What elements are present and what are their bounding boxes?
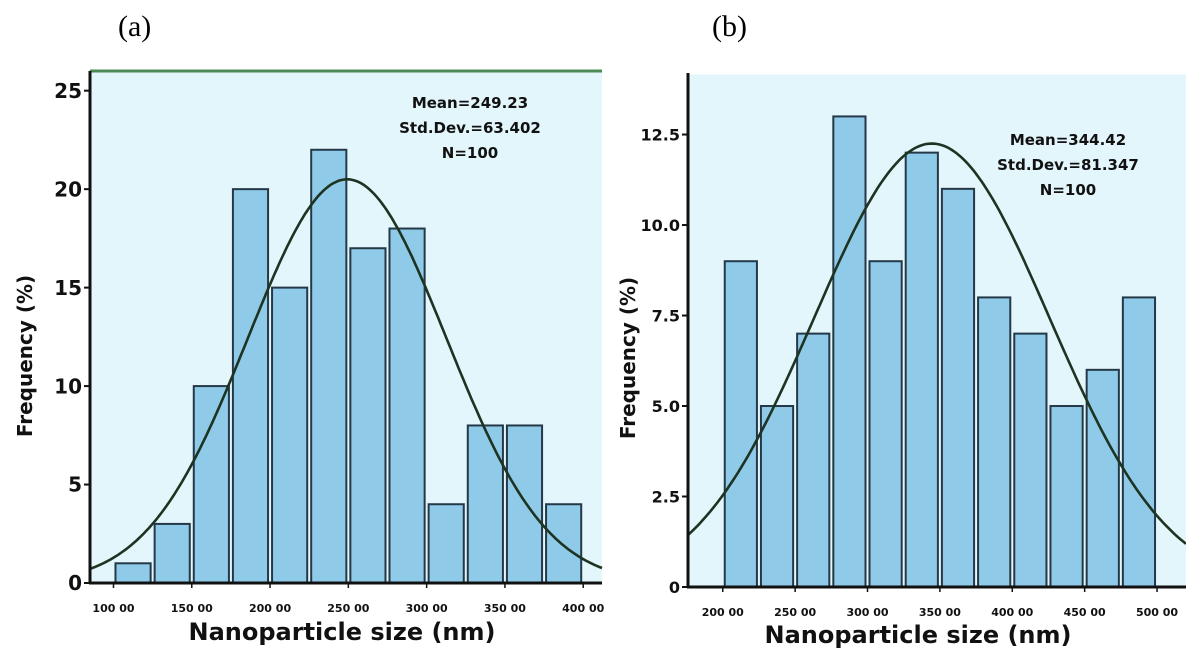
normal-distribution-curve [89, 178, 603, 571]
y-tick-label: 12.5 [641, 125, 680, 144]
histogram-bar [545, 503, 583, 585]
y-tick-label: 0 [669, 578, 680, 597]
statistics-annotation: Mean=344.42 [1010, 131, 1126, 149]
statistics-annotation: Std.Dev.=81.347 [997, 156, 1139, 174]
y-axis-label: Frequency (%) [616, 277, 640, 439]
histogram-bar [231, 188, 270, 584]
histogram-bar [832, 115, 867, 589]
statistics-annotation: Mean=249.23 [412, 94, 528, 112]
x-tick-label: 200 00 [702, 606, 744, 619]
x-tick-label: 400 00 [991, 606, 1033, 619]
histogram-bar [466, 424, 504, 585]
y-tick-label: 25 [54, 79, 82, 103]
histogram-bar [940, 187, 976, 588]
y-tick-label: 0 [68, 571, 82, 595]
x-tick-label: 500 00 [1136, 606, 1178, 619]
histogram-bar [427, 503, 465, 585]
histogram-bar [1121, 296, 1157, 588]
histogram-bar [1085, 368, 1120, 588]
x-tick-label: 300 00 [846, 606, 888, 619]
x-tick-label: 100 00 [92, 602, 134, 615]
histogram-bar [271, 286, 309, 584]
y-axis-label: Frequency (%) [13, 275, 37, 437]
statistics-annotation: N=100 [442, 144, 498, 162]
histogram-bar [153, 522, 191, 585]
y-tick-label: 15 [54, 276, 82, 300]
x-tick-label: 450 00 [1064, 606, 1106, 619]
y-tick-label: 20 [54, 177, 82, 201]
histogram-panel-b: 0 2.5 5.0 7.5 10.0 12.5 200 00 250 00 300 00 350 … [616, 71, 1186, 649]
x-tick-label: 350 00 [484, 602, 526, 615]
histogram-panel-a: 0 5 10 15 20 25 100 00 150 00 200 00 250 00 300 00… [13, 69, 605, 646]
normal-distribution-curve [687, 142, 1186, 545]
histogram-bar [977, 296, 1012, 588]
panel-label-b: (b) [712, 10, 747, 43]
y-tick-label: 2.5 [652, 487, 680, 506]
x-tick-label: 250 00 [327, 602, 369, 615]
histogram-bar [759, 405, 795, 589]
x-tick-label: 250 00 [774, 606, 816, 619]
y-tick-label: 10.0 [641, 216, 680, 235]
y-tick-label: 10 [54, 374, 82, 398]
histogram-bar [1049, 405, 1084, 589]
x-axis-label: Nanoparticle size (nm) [189, 618, 496, 646]
histogram-bar [1013, 332, 1048, 588]
statistics-annotation: Std.Dev.=63.402 [399, 119, 541, 137]
histogram-bar [310, 148, 348, 584]
y-tick-label: 5 [68, 473, 82, 497]
histogram-bar [904, 151, 939, 589]
x-tick-label: 200 00 [249, 602, 291, 615]
statistics-annotation: N=100 [1040, 181, 1096, 199]
histogram-bar [505, 424, 544, 585]
x-tick-label: 150 00 [171, 602, 213, 615]
histogram-bar [114, 562, 152, 584]
histogram-bar [723, 260, 758, 588]
histogram-bar [388, 227, 426, 585]
x-tick-label: 300 00 [406, 602, 448, 615]
histogram-bar [796, 332, 831, 588]
y-tick-label: 5.0 [652, 397, 680, 416]
histogram-bar [868, 260, 903, 588]
x-tick-label: 350 00 [919, 606, 961, 619]
histogram-bar [192, 385, 230, 585]
panel-label-a: (a) [118, 10, 152, 43]
y-tick-label: 7.5 [652, 306, 680, 325]
x-tick-label: 400 00 [562, 602, 604, 615]
histogram-bar [349, 247, 387, 584]
x-axis-label: Nanoparticle size (nm) [765, 621, 1072, 649]
